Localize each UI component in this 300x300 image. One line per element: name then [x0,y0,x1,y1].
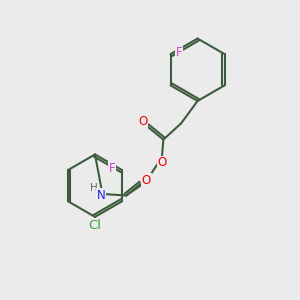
Text: Cl: Cl [88,219,101,232]
Text: N: N [97,189,105,202]
Text: H: H [90,183,98,193]
Text: O: O [142,173,151,187]
Text: O: O [138,115,147,128]
Text: F: F [109,162,116,175]
Text: F: F [176,46,182,59]
Text: O: O [157,156,167,169]
